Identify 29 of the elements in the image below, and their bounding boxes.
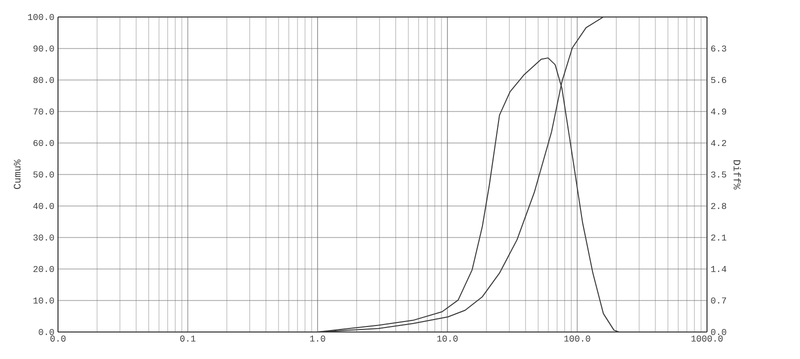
y2-tick-label: 3.5	[711, 171, 726, 178]
y-tick-label: 50.0	[33, 171, 54, 178]
y-tick-label: 0.0	[38, 328, 54, 336]
y-axis-title: Cumu%	[14, 159, 21, 189]
y2-tick-label: 2.8	[711, 202, 726, 210]
y2-tick-label: 5.6	[711, 76, 726, 84]
y-tick-label: 30.0	[33, 234, 54, 241]
x-tick-label: 0.0	[50, 336, 66, 342]
x-tick-label: 10.0	[437, 336, 458, 342]
y2-tick-label: 4.9	[710, 108, 726, 115]
y2-tick-label: 6.3	[711, 45, 726, 52]
y2-tick-label: 2.1	[711, 234, 726, 241]
x-tick-label: 0.1	[180, 336, 196, 342]
y2-tick-label: 1.4	[711, 266, 726, 272]
y-tick-label: 60.0	[34, 140, 54, 146]
x-tick-label: 1.0	[310, 336, 326, 342]
x-tick-label: 1000.0	[691, 336, 723, 342]
y2-tick-label: 0.7	[711, 297, 726, 304]
y-tick-label: 100.0	[28, 14, 54, 20]
y2-tick-label: 4.2	[710, 140, 726, 146]
y-tick-label: 40.0	[33, 202, 54, 210]
y2-axis-title: Diff%	[734, 160, 741, 190]
y-tick-label: 20.0	[33, 266, 54, 272]
x-tick-label: 100.0	[564, 336, 590, 342]
y-tick-label: 70.0	[34, 108, 54, 115]
y-tick-label: 90.0	[33, 45, 54, 52]
y-tick-label: 10.0	[34, 297, 54, 304]
y2-tick-label: 0.0	[711, 328, 726, 336]
y-tick-label: 80.0	[33, 76, 54, 84]
